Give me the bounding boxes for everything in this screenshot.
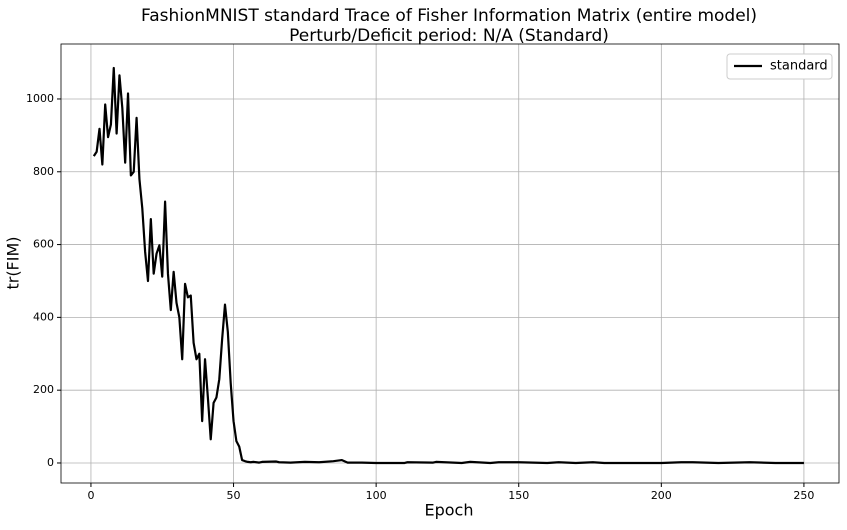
x-tick-label: 50	[227, 489, 241, 502]
y-tick-label: 1000	[26, 92, 54, 105]
x-tick-label: 100	[366, 489, 387, 502]
chart-title: FashionMNIST standard Trace of Fisher In…	[141, 6, 757, 26]
x-tick-label: 200	[651, 489, 672, 502]
y-axis-label: tr(FIM)	[4, 236, 23, 289]
y-tick-label: 800	[33, 165, 54, 178]
legend-box	[726, 53, 833, 80]
legend: standard	[726, 53, 833, 80]
plot-frame	[60, 43, 840, 484]
x-tick-label: 0	[87, 489, 94, 502]
legend-label: standard	[770, 59, 828, 74]
y-tick-label: 0	[47, 456, 54, 469]
y-tick-label: 600	[33, 238, 54, 251]
chart-subtitle: Perturb/Deficit period: N/A (Standard)	[289, 26, 609, 46]
y-tick-label: 400	[33, 310, 54, 323]
y-tick-label: 200	[33, 383, 54, 396]
x-tick-label: 250	[793, 489, 814, 502]
x-tick-label: 150	[508, 489, 529, 502]
data-line	[92, 66, 804, 465]
x-axis-label: Epoch	[425, 501, 474, 520]
